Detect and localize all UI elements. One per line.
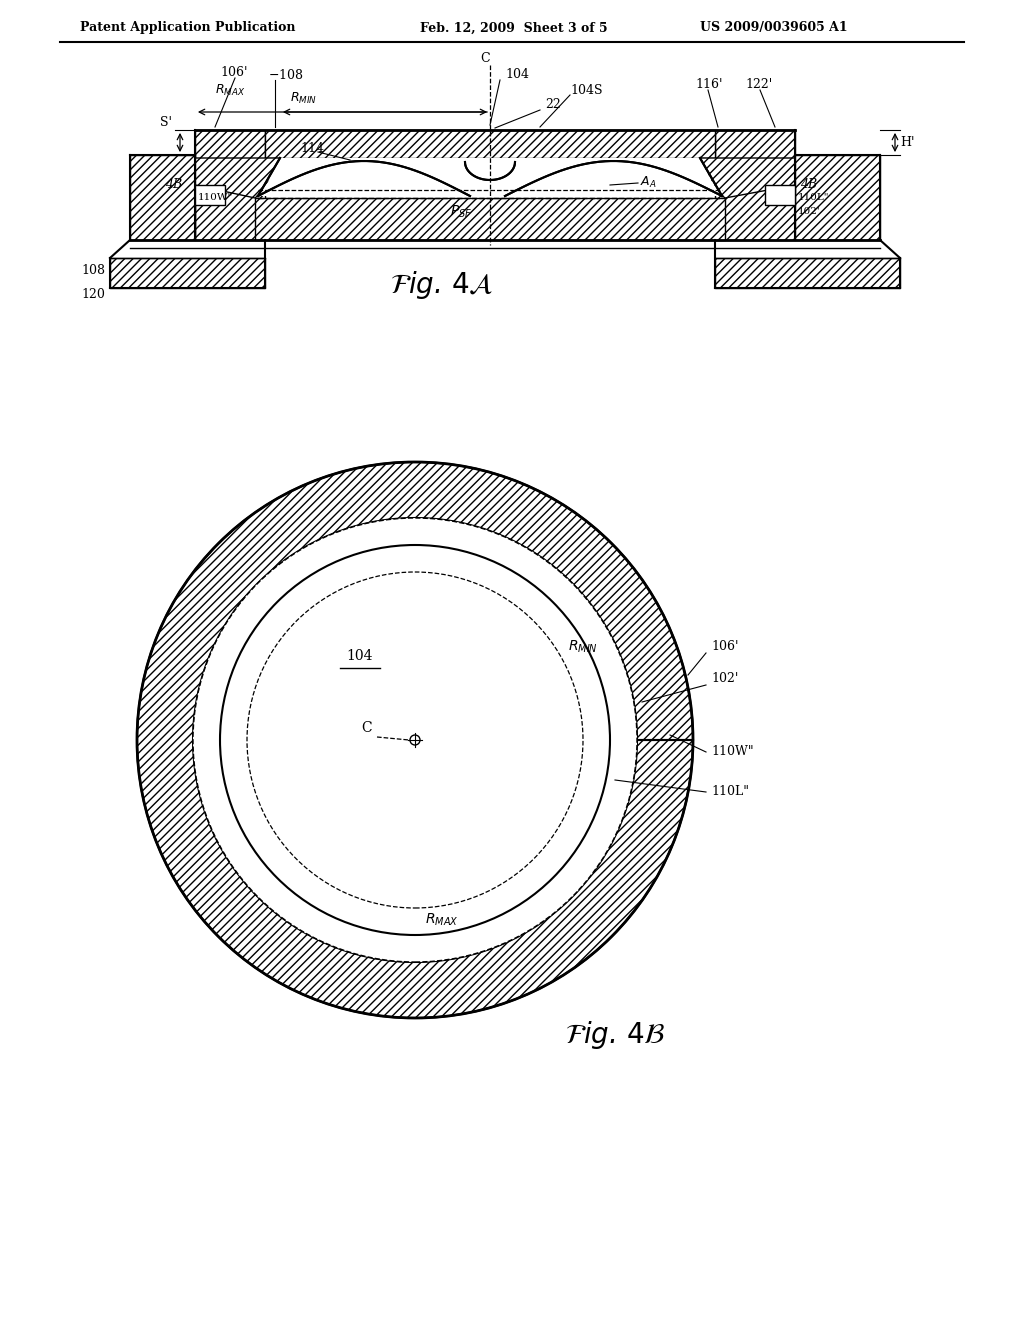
Text: 114: 114 [300, 141, 324, 154]
Polygon shape [715, 129, 795, 185]
Text: $R_{MAX}$: $R_{MAX}$ [425, 912, 459, 928]
Text: S': S' [160, 116, 172, 128]
Text: $R_{MIN}$: $R_{MIN}$ [290, 91, 317, 106]
Text: $\mathcal{F}$ig. $4\mathcal{A}$: $\mathcal{F}$ig. $4\mathcal{A}$ [390, 269, 494, 301]
Text: 120: 120 [81, 289, 105, 301]
Polygon shape [195, 129, 265, 185]
Text: 110W": 110W" [198, 194, 233, 202]
Text: 102': 102' [711, 672, 738, 685]
Text: $R_{MIN}$: $R_{MIN}$ [568, 639, 598, 656]
Text: $\mathcal{F}$ig. $4\mathcal{B}$: $\mathcal{F}$ig. $4\mathcal{B}$ [565, 1019, 666, 1051]
Text: C: C [361, 721, 373, 735]
Polygon shape [255, 198, 725, 240]
Circle shape [410, 735, 420, 744]
Text: $R_{MAX}$: $R_{MAX}$ [215, 82, 246, 98]
Polygon shape [258, 158, 722, 195]
Bar [195, 185, 225, 205]
Circle shape [193, 517, 637, 962]
Text: Feb. 12, 2009  Sheet 3 of 5: Feb. 12, 2009 Sheet 3 of 5 [420, 21, 607, 34]
Text: $\sf{-}$108: $\sf{-}$108 [268, 69, 303, 82]
Text: 110L": 110L" [798, 194, 829, 202]
Polygon shape [137, 462, 693, 1018]
Text: 106': 106' [220, 66, 248, 78]
Polygon shape [195, 158, 280, 198]
Polygon shape [195, 185, 265, 240]
Text: 104: 104 [347, 649, 374, 663]
Text: 106': 106' [711, 640, 738, 653]
Text: $P_{SF}$: $P_{SF}$ [450, 203, 472, 220]
Text: 22: 22 [545, 99, 561, 111]
Polygon shape [715, 257, 900, 288]
Text: 110L": 110L" [711, 785, 749, 799]
Text: 108: 108 [81, 264, 105, 276]
Circle shape [220, 545, 610, 935]
Polygon shape [130, 154, 195, 240]
Text: 4B: 4B [800, 178, 817, 191]
Text: C: C [480, 51, 489, 65]
Text: 116': 116' [695, 78, 723, 91]
Polygon shape [110, 257, 265, 288]
Text: 4B: 4B [165, 178, 182, 191]
Text: US 2009/0039605 A1: US 2009/0039605 A1 [700, 21, 848, 34]
Text: $A_A$: $A_A$ [640, 174, 656, 190]
Text: Patent Application Publication: Patent Application Publication [80, 21, 296, 34]
Text: 104S: 104S [570, 83, 602, 96]
Text: 122': 122' [745, 78, 772, 91]
Bar [765, 185, 795, 205]
Text: H': H' [900, 136, 914, 149]
Text: 110W": 110W" [711, 744, 754, 758]
Text: 102': 102' [798, 207, 820, 216]
Polygon shape [700, 158, 795, 198]
Text: 104: 104 [505, 69, 529, 82]
Polygon shape [795, 154, 880, 240]
Polygon shape [265, 129, 715, 158]
Polygon shape [715, 185, 795, 240]
